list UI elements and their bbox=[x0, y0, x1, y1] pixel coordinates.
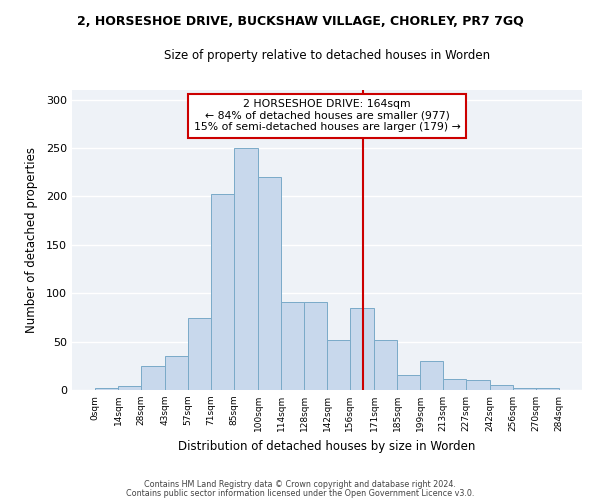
Bar bbox=[281, 302, 304, 390]
X-axis label: Distribution of detached houses by size in Worden: Distribution of detached houses by size … bbox=[178, 440, 476, 452]
Title: Size of property relative to detached houses in Worden: Size of property relative to detached ho… bbox=[164, 50, 490, 62]
Bar bbox=[211, 194, 234, 390]
Bar bbox=[443, 380, 466, 390]
Y-axis label: Number of detached properties: Number of detached properties bbox=[25, 147, 38, 333]
Bar bbox=[234, 148, 259, 390]
Bar bbox=[304, 302, 327, 390]
Text: 2 HORSESHOE DRIVE: 164sqm
← 84% of detached houses are smaller (977)
15% of semi: 2 HORSESHOE DRIVE: 164sqm ← 84% of detac… bbox=[194, 99, 460, 132]
Bar bbox=[95, 388, 118, 390]
Bar bbox=[420, 361, 443, 390]
Bar bbox=[490, 385, 513, 390]
Bar bbox=[466, 380, 490, 390]
Bar bbox=[327, 340, 350, 390]
Bar bbox=[374, 340, 397, 390]
Bar bbox=[188, 318, 211, 390]
Bar bbox=[513, 388, 536, 390]
Text: 2, HORSESHOE DRIVE, BUCKSHAW VILLAGE, CHORLEY, PR7 7GQ: 2, HORSESHOE DRIVE, BUCKSHAW VILLAGE, CH… bbox=[77, 15, 523, 28]
Bar bbox=[118, 386, 141, 390]
Bar bbox=[166, 356, 188, 390]
Bar bbox=[141, 366, 166, 390]
Bar bbox=[397, 376, 420, 390]
Text: Contains public sector information licensed under the Open Government Licence v3: Contains public sector information licen… bbox=[126, 489, 474, 498]
Bar bbox=[259, 177, 281, 390]
Bar bbox=[350, 308, 374, 390]
Text: Contains HM Land Registry data © Crown copyright and database right 2024.: Contains HM Land Registry data © Crown c… bbox=[144, 480, 456, 489]
Bar bbox=[536, 388, 559, 390]
